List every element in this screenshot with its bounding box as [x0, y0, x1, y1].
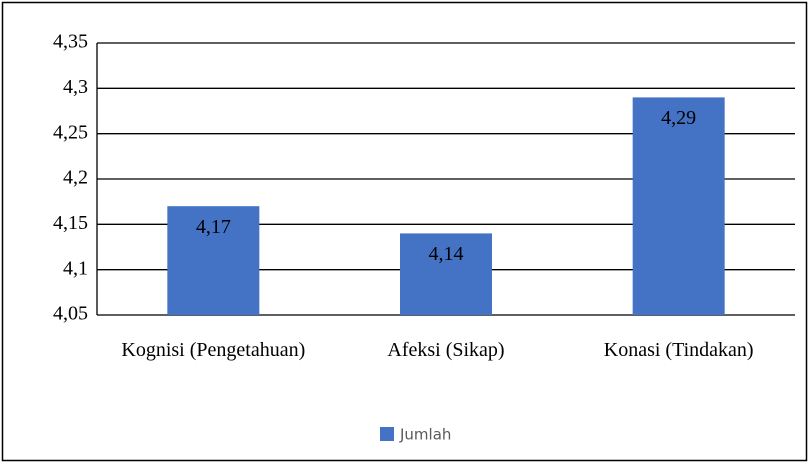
bar — [400, 233, 492, 315]
y-tick-label: 4,1 — [63, 257, 88, 279]
data-label: 4,17 — [196, 216, 231, 238]
y-tick-label: 4,3 — [63, 76, 88, 98]
data-label: 4,14 — [429, 243, 464, 265]
y-tick-label: 4,2 — [63, 167, 88, 189]
y-tick-label: 4,35 — [53, 31, 88, 53]
x-tick-label: Kognisi (Pengetahuan) — [121, 339, 306, 361]
legend-swatch — [380, 427, 394, 441]
y-tick-label: 4,15 — [53, 212, 88, 234]
legend-label: Jumlah — [399, 426, 451, 444]
x-tick-label: Afeksi (Sikap) — [387, 339, 505, 361]
y-tick-label: 4,05 — [53, 303, 88, 325]
data-label: 4,29 — [661, 107, 696, 129]
y-tick-label: 4,25 — [53, 121, 88, 143]
x-tick-label: Konasi (Tindakan) — [603, 339, 754, 361]
bar — [167, 206, 260, 315]
bar — [632, 97, 725, 316]
